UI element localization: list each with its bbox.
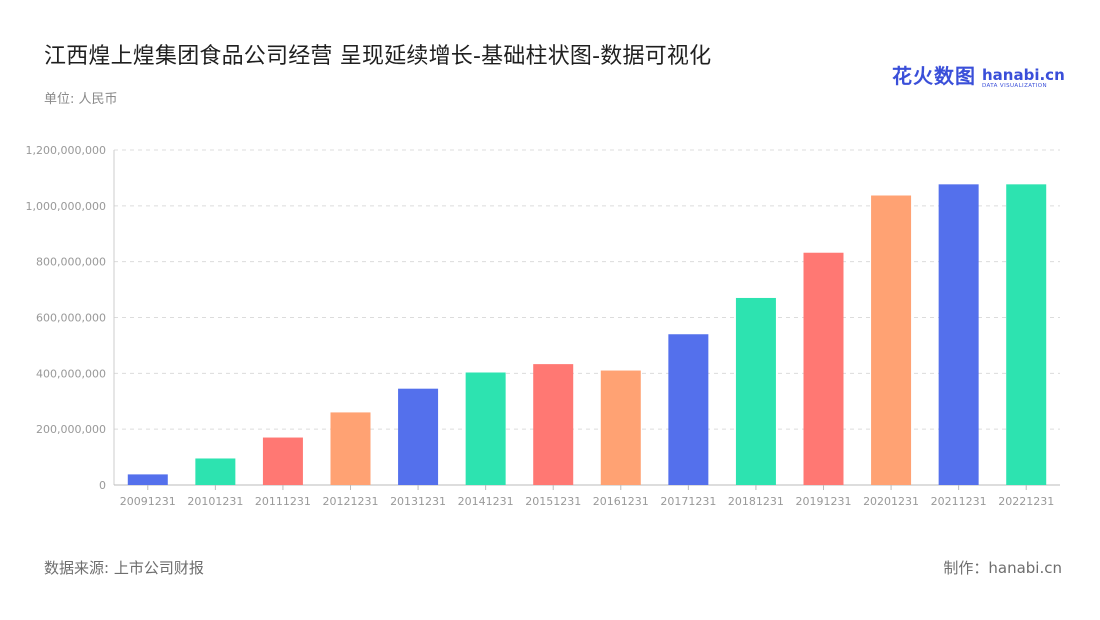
y-tick-label: 0 (99, 479, 106, 492)
bar (1006, 184, 1047, 485)
bar (195, 458, 236, 485)
x-tick-label: 20171231 (660, 495, 716, 508)
bar (600, 370, 641, 485)
y-tick-label: 400,000,000 (36, 367, 106, 380)
y-tick-label: 1,200,000,000 (26, 144, 106, 157)
y-tick-label: 1,000,000,000 (26, 200, 106, 213)
x-tick-label: 20161231 (593, 495, 649, 508)
y-tick-label: 600,000,000 (36, 312, 106, 325)
bar (398, 388, 439, 485)
bar (330, 412, 371, 485)
logo-subtitle: DATA VISUALIZATION (982, 82, 1047, 89)
x-tick-label: 20141231 (458, 495, 514, 508)
bar (668, 334, 709, 485)
x-tick-label: 20121231 (323, 495, 379, 508)
logo-english-text: hanabi.cn (982, 65, 1065, 84)
bar (871, 195, 912, 486)
logo-english-block: hanabi.cn DATA VISUALIZATION (982, 65, 1065, 90)
x-tick-label: 20091231 (120, 495, 176, 508)
y-tick-label: 800,000,000 (36, 256, 106, 269)
bar (465, 372, 506, 485)
x-tick-label: 20181231 (728, 495, 784, 508)
x-tick-label: 20101231 (187, 495, 243, 508)
x-tick-label: 20201231 (863, 495, 919, 508)
x-tick-label: 20151231 (525, 495, 581, 508)
bar (127, 474, 168, 485)
bar (803, 252, 844, 485)
x-tick-label: 20111231 (255, 495, 311, 508)
chart-title: 江西煌上煌集团食品公司经营 呈现延续增长-基础柱状图-数据可视化 (44, 44, 712, 69)
x-tick-label: 20221231 (998, 495, 1054, 508)
bar (938, 184, 979, 485)
x-tick-label: 20131231 (390, 495, 446, 508)
bar (533, 364, 574, 485)
unit-label: 单位: 人民币 (44, 92, 118, 107)
x-tick-label: 20211231 (931, 495, 987, 508)
brand-logo: 花火数图 hanabi.cn DATA VISUALIZATION (892, 60, 1065, 89)
maker-credit: 制作：hanabi.cn (943, 559, 1062, 577)
logo-chinese-text: 花火数图 (892, 64, 976, 88)
data-source: 数据来源: 上市公司财报 (44, 559, 204, 577)
x-tick-label: 20191231 (796, 495, 852, 508)
y-tick-label: 200,000,000 (36, 423, 106, 436)
bar (262, 437, 303, 485)
bar (735, 297, 776, 485)
